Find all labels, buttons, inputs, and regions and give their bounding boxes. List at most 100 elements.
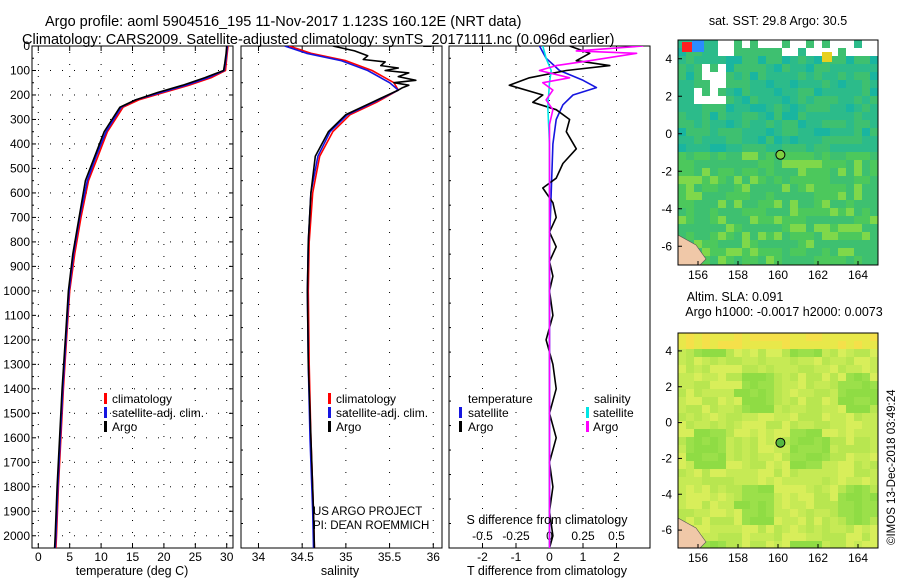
map-cell <box>742 184 750 192</box>
map-cell <box>806 176 814 184</box>
grid-dot <box>345 160 347 161</box>
grid-dot <box>616 244 617 245</box>
grid-dot <box>158 118 159 120</box>
map-cell <box>710 128 718 136</box>
map-cell <box>678 168 686 176</box>
map-cell <box>742 256 750 264</box>
grid-dot <box>482 304 483 305</box>
map-cell <box>862 445 870 453</box>
grid-dot <box>432 364 434 365</box>
map-cell <box>854 144 862 152</box>
map-cell <box>702 40 710 48</box>
grid-dot <box>218 167 219 169</box>
lon-tick-label: 160 <box>768 268 788 282</box>
map-cell <box>782 72 790 80</box>
grid-dot <box>582 100 584 101</box>
figure-title-line2: Climatology: CARS2009. Satellite-adjuste… <box>22 32 614 48</box>
grid-dot <box>132 352 133 353</box>
grid-dot <box>582 208 584 209</box>
map-cell <box>766 501 774 509</box>
grid-dot <box>194 484 196 485</box>
map-cell <box>846 216 854 224</box>
map-cell <box>822 477 830 485</box>
map-cell <box>702 453 710 461</box>
map-cell <box>750 40 758 48</box>
map-cell <box>814 373 822 381</box>
map-cell <box>846 501 854 509</box>
map-cell <box>862 168 870 176</box>
map-cell <box>822 501 830 509</box>
map-cell <box>870 397 878 405</box>
grid-dot <box>582 340 584 341</box>
map-cell <box>718 256 726 264</box>
map-cell <box>734 397 742 405</box>
sst-map-title: sat. SST: 29.8 Argo: 30.5 <box>709 14 847 28</box>
map-cell <box>766 56 774 64</box>
map-cell <box>814 64 822 72</box>
map-cell <box>774 525 782 533</box>
map-cell <box>718 208 726 216</box>
map-cell <box>710 240 718 248</box>
grid-dot <box>122 388 123 390</box>
grid-dot <box>100 352 102 353</box>
map-cell <box>822 429 830 437</box>
grid-dot <box>515 268 517 269</box>
grid-dot <box>110 535 111 537</box>
map-cell <box>758 493 766 501</box>
grid-dot <box>163 388 165 389</box>
grid-dot <box>98 412 99 414</box>
map-cell <box>694 240 702 248</box>
map-cell <box>710 541 718 548</box>
map-cell <box>862 176 870 184</box>
map-cell <box>822 152 830 160</box>
map-cell <box>798 541 806 548</box>
map-cell <box>830 381 838 389</box>
map-cell <box>822 96 830 104</box>
map-cell <box>814 88 822 96</box>
map-cell <box>846 40 854 48</box>
map-cell <box>846 200 854 208</box>
map-cell <box>774 80 782 88</box>
grid-dot <box>226 424 228 425</box>
grid-dot <box>100 496 102 497</box>
map-cell <box>854 224 862 232</box>
y-tick-label: 1000 <box>3 284 30 298</box>
map-cell <box>838 168 846 176</box>
map-cell <box>678 120 686 128</box>
map-cell <box>718 413 726 421</box>
map-cell <box>718 224 726 232</box>
map-cell <box>774 445 782 453</box>
map-cell <box>862 208 870 216</box>
map-cell <box>814 437 822 445</box>
map-cell <box>758 80 766 88</box>
grid-dot <box>226 508 228 509</box>
map-cell <box>838 493 846 501</box>
grid-dot <box>582 352 584 353</box>
map-cell <box>686 365 694 373</box>
map-cell <box>734 421 742 429</box>
map-cell <box>814 341 822 349</box>
map-cell <box>726 485 734 493</box>
grid-dot <box>257 64 259 65</box>
map-cell <box>846 192 854 200</box>
y-tick-label: 1600 <box>3 431 30 445</box>
grid-dot <box>226 316 228 317</box>
map-cell <box>694 509 702 517</box>
map-cell <box>806 40 814 48</box>
grid-dot <box>50 290 51 292</box>
map-cell <box>702 429 710 437</box>
map-cell <box>790 533 798 541</box>
map-cell <box>774 413 782 421</box>
map-cell <box>710 469 718 477</box>
map-cell <box>758 397 766 405</box>
map-cell <box>734 88 742 96</box>
map-cell <box>702 184 710 192</box>
lon-tick-label: 164 <box>848 268 868 282</box>
grid-dot <box>182 363 183 365</box>
grid-dot <box>194 280 196 281</box>
grid-dot <box>110 69 111 71</box>
map-cell <box>790 224 798 232</box>
map-cell <box>782 405 790 413</box>
grid-dot <box>158 388 159 390</box>
map-cell <box>702 120 710 128</box>
